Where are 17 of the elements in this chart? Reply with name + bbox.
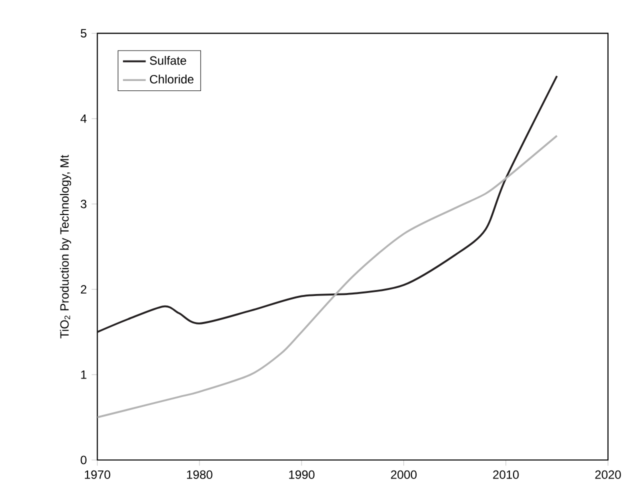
line-series <box>97 75 558 333</box>
x-tick-label: 2020 <box>595 470 621 479</box>
line-series <box>97 134 558 418</box>
y-tick-label: 0 <box>80 456 86 464</box>
x-tick-label: 2000 <box>390 470 417 479</box>
y-tick-label: 2 <box>80 285 86 294</box>
y-tick-label: 5 <box>80 29 86 38</box>
y-tick-label: 1 <box>81 370 86 379</box>
x-tick-label: 1980 <box>187 470 212 479</box>
x-tick-label: 1990 <box>289 470 314 479</box>
x-tick-label: 1970 <box>84 470 110 479</box>
y-axis-title: TiO$_{2}$ Production by Technology, Mt <box>60 154 72 338</box>
legend-label: Sulfate <box>150 56 186 65</box>
y-tick-label: 3 <box>80 200 86 208</box>
x-tick-label: 2010 <box>493 470 519 479</box>
y-tick-label: 4 <box>80 114 87 123</box>
legend-label: Chloride <box>150 74 194 84</box>
